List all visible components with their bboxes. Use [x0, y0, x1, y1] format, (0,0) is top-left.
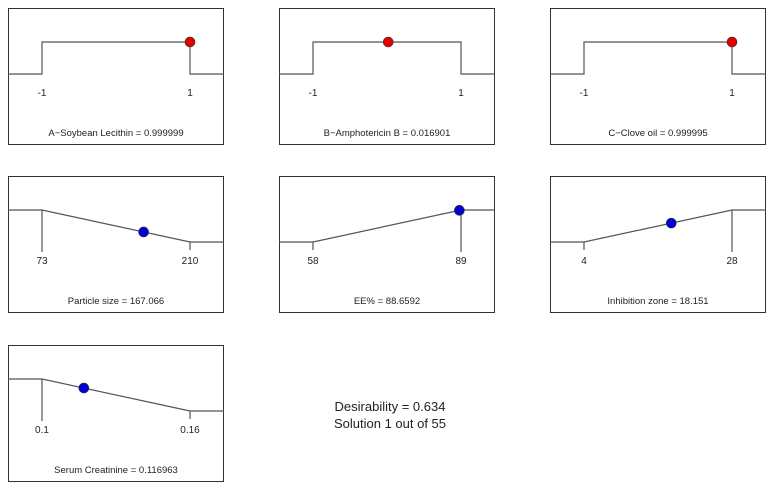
high-limit-label: 1 [187, 88, 193, 99]
solution-count: Solution 1 out of 55 [333, 416, 447, 431]
current-value-dot [78, 382, 90, 394]
desirability-ramp-line [550, 41, 766, 75]
desirability-ramp-line [8, 378, 224, 412]
panel-label: Inhibition zone = 18.151 [607, 296, 708, 307]
panel-label: C−Clove oil = 0.999995 [608, 128, 707, 139]
ramp-panel: -1 1 B−Amphotericin B = 0.016901 [279, 8, 495, 145]
current-value-dot [726, 36, 738, 48]
summary-box: Desirability = 0.634 Solution 1 out of 5… [300, 398, 480, 432]
high-limit-label: 0.16 [180, 425, 200, 436]
high-limit-label: 28 [726, 256, 738, 267]
panel-frame [279, 8, 495, 145]
current-value-dot [184, 36, 196, 48]
low-limit-label: 0.1 [35, 425, 49, 436]
ramp-panel: -1 1 A−Soybean Lecithin = 0.999999 [8, 8, 224, 145]
panel-label: Particle size = 167.066 [68, 296, 164, 307]
ramp-panel: 4 28 Inhibition zone = 18.151 [550, 176, 766, 313]
low-limit-label: 4 [581, 256, 587, 267]
ramp-panel: 0.1 0.16 Serum Creatinine = 0.116963 [8, 345, 224, 482]
panel-label: Serum Creatinine = 0.116963 [54, 465, 178, 476]
panel-frame [8, 345, 224, 482]
low-limit-label: -1 [38, 88, 47, 99]
panel-frame [8, 8, 224, 145]
ramp-panel: 73 210 Particle size = 167.066 [8, 176, 224, 313]
high-limit-label: 210 [182, 256, 199, 267]
panel-frame [8, 176, 224, 313]
panel-frame [550, 176, 766, 313]
desirability-value: Desirability = 0.634 [334, 399, 446, 414]
desirability-ramp-line [8, 41, 224, 75]
panel-frame [279, 176, 495, 313]
current-value-dot [454, 205, 465, 216]
low-limit-label: 73 [36, 256, 48, 267]
panel-label: A−Soybean Lecithin = 0.999999 [48, 128, 183, 139]
ramp-panel: -1 1 C−Clove oil = 0.999995 [550, 8, 766, 145]
desirability-ramp-line [550, 209, 766, 243]
panel-frame [550, 8, 766, 145]
current-value-dot [138, 226, 149, 238]
ramp-panel: 58 89 EE% = 88.6592 [279, 176, 495, 313]
low-limit-label: -1 [580, 88, 589, 99]
low-limit-label: 58 [307, 256, 319, 267]
current-value-dot [382, 36, 394, 48]
high-limit-label: 1 [729, 88, 735, 99]
high-limit-label: 89 [455, 256, 467, 267]
panel-label: B−Amphotericin B = 0.016901 [324, 128, 451, 139]
desirability-ramp-line [279, 209, 495, 243]
desirability-ramp-line [8, 209, 224, 243]
high-limit-label: 1 [458, 88, 464, 99]
current-value-dot [665, 217, 677, 229]
low-limit-label: -1 [309, 88, 318, 99]
panel-label: EE% = 88.6592 [354, 296, 420, 307]
